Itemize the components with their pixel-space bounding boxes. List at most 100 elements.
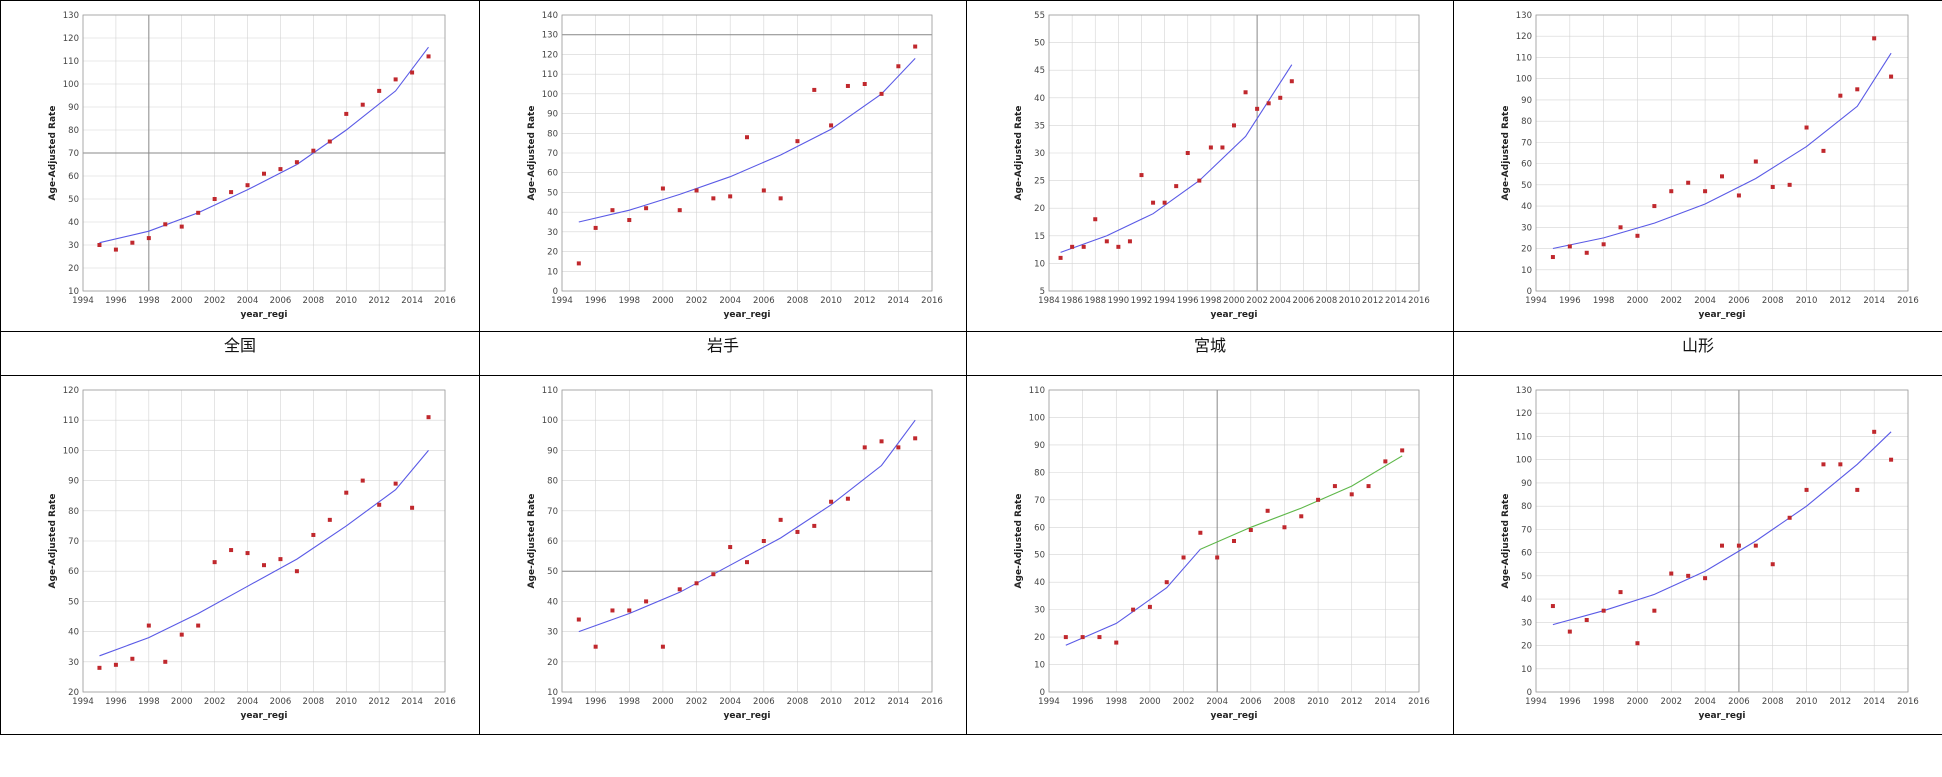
data-point bbox=[1872, 429, 1877, 434]
data-point bbox=[1139, 173, 1144, 178]
data-point bbox=[1855, 87, 1860, 92]
y-tick-label: 90 bbox=[68, 103, 79, 113]
x-tick-label: 2016 bbox=[434, 697, 456, 707]
x-tick-label: 2010 bbox=[820, 697, 842, 707]
data-point bbox=[1400, 448, 1405, 453]
data-point bbox=[1058, 255, 1063, 260]
x-tick-label: 2014 bbox=[401, 296, 423, 306]
data-point bbox=[1278, 95, 1283, 100]
y-tick-label: 5 bbox=[1040, 287, 1045, 297]
y-tick-label: 40 bbox=[1034, 94, 1045, 104]
x-tick-label: 2006 bbox=[270, 296, 292, 306]
y-tick-label: 80 bbox=[1034, 468, 1045, 478]
x-tick-label: 1998 bbox=[138, 296, 160, 306]
data-point bbox=[1232, 539, 1236, 543]
x-tick-label: 1992 bbox=[1131, 296, 1153, 306]
y-tick-label: 70 bbox=[547, 149, 558, 159]
data-point bbox=[677, 208, 682, 213]
x-tick-label: 2012 bbox=[1362, 296, 1384, 306]
data-point bbox=[1151, 200, 1156, 205]
x-axis-label: year_regi bbox=[723, 310, 770, 320]
y-tick-label: 50 bbox=[1034, 39, 1045, 49]
data-point bbox=[644, 206, 649, 211]
x-tick-label: 2006 bbox=[753, 296, 775, 306]
y-tick-label: 80 bbox=[68, 507, 79, 517]
x-tick-label: 1996 bbox=[105, 296, 127, 306]
y-tick-label: 25 bbox=[1034, 177, 1045, 187]
y-tick-label: 10 bbox=[1521, 665, 1532, 675]
chart-iwate: 1994 1996 1998 2000 2002 2004 2006 2008 2010 2012… bbox=[527, 11, 943, 320]
x-tick-label: 2014 bbox=[1375, 697, 1397, 707]
y-tick-label: 110 bbox=[1029, 386, 1045, 396]
y-tick-label: 0 bbox=[1527, 287, 1532, 297]
x-tick-label: 2016 bbox=[434, 296, 456, 306]
y-tick-label: 0 bbox=[553, 287, 558, 297]
x-tick-label: 2002 bbox=[1173, 697, 1195, 707]
x-tick-label: 2012 bbox=[854, 697, 876, 707]
y-tick-label: 10 bbox=[1521, 266, 1532, 276]
chart-cell: 1994 1996 1998 2000 2002 2004 2006 2008 2010 2012… bbox=[0, 375, 480, 735]
chart-cell: 1984 1986 1988 1990 1992 1994 1996 1998 2000 2002… bbox=[966, 0, 1454, 332]
data-point bbox=[278, 557, 283, 562]
x-tick-label: 1994 bbox=[1525, 296, 1547, 306]
chart-grid: 1994 1996 1998 2000 2002 2004 2006 2008 2010 2012… bbox=[0, 0, 1942, 735]
x-tick-label: 1990 bbox=[1108, 296, 1130, 306]
x-tick-label: 2012 bbox=[368, 296, 390, 306]
x-tick-label: 2012 bbox=[368, 697, 390, 707]
data-point bbox=[1787, 515, 1792, 520]
data-point bbox=[1872, 36, 1877, 41]
y-tick-label: 130 bbox=[1516, 11, 1532, 21]
y-tick-label: 90 bbox=[547, 446, 558, 456]
x-tick-label: 1994 bbox=[551, 296, 573, 306]
data-point bbox=[812, 87, 817, 92]
y-tick-label: 35 bbox=[1034, 121, 1045, 131]
data-point bbox=[1601, 242, 1606, 247]
x-tick-label: 1998 bbox=[1105, 697, 1127, 707]
y-tick-label: 90 bbox=[1521, 96, 1532, 106]
data-point bbox=[1198, 530, 1203, 535]
data-point bbox=[1584, 617, 1589, 622]
y-tick-label: 20 bbox=[68, 264, 79, 274]
x-tick-label: 2000 bbox=[1627, 697, 1649, 707]
data-point bbox=[163, 659, 168, 664]
label-zenkoku: 全国 bbox=[0, 331, 480, 376]
y-tick-label: 140 bbox=[542, 11, 558, 21]
y-tick-label: 60 bbox=[1521, 160, 1532, 170]
x-tick-label: 2004 bbox=[1269, 296, 1291, 306]
x-tick-label: 2016 bbox=[1897, 296, 1919, 306]
fit-line bbox=[578, 58, 916, 223]
y-tick-label: 30 bbox=[68, 658, 79, 668]
y-tick-label: 40 bbox=[547, 208, 558, 218]
y-tick-label: 110 bbox=[1516, 53, 1532, 63]
data-point bbox=[1787, 182, 1792, 187]
data-point bbox=[1181, 555, 1186, 560]
y-tick-label: 110 bbox=[63, 57, 79, 67]
fit-line bbox=[1060, 64, 1293, 253]
data-point bbox=[1316, 497, 1321, 502]
plot-frame bbox=[82, 14, 446, 292]
x-tick-label: 2004 bbox=[719, 296, 741, 306]
x-tick-label: 2000 bbox=[1627, 296, 1649, 306]
x-tick-label: 2014 bbox=[1863, 296, 1885, 306]
data-point bbox=[1669, 571, 1674, 576]
x-tick-label: 1996 bbox=[1177, 296, 1199, 306]
x-tick-label: 1984 bbox=[1038, 296, 1060, 306]
y-tick-label: 60 bbox=[68, 172, 79, 182]
data-point bbox=[1618, 225, 1623, 230]
y-tick-label: 30 bbox=[1034, 149, 1045, 159]
y-tick-label: 50 bbox=[547, 188, 558, 198]
x-tick-label: 1998 bbox=[618, 697, 640, 707]
data-point bbox=[1265, 508, 1270, 513]
data-point bbox=[660, 644, 665, 649]
y-tick-label: 100 bbox=[1516, 456, 1532, 466]
plot-frame bbox=[1535, 14, 1909, 292]
data-point bbox=[1174, 184, 1179, 189]
x-tick-label: 1988 bbox=[1084, 296, 1106, 306]
x-tick-label: 2002 bbox=[204, 296, 226, 306]
data-point bbox=[1248, 528, 1253, 533]
data-point bbox=[344, 111, 349, 116]
plot-frame bbox=[561, 389, 933, 693]
data-point bbox=[1821, 148, 1826, 153]
data-point bbox=[377, 88, 382, 93]
y-tick-label: 10 bbox=[68, 287, 79, 297]
